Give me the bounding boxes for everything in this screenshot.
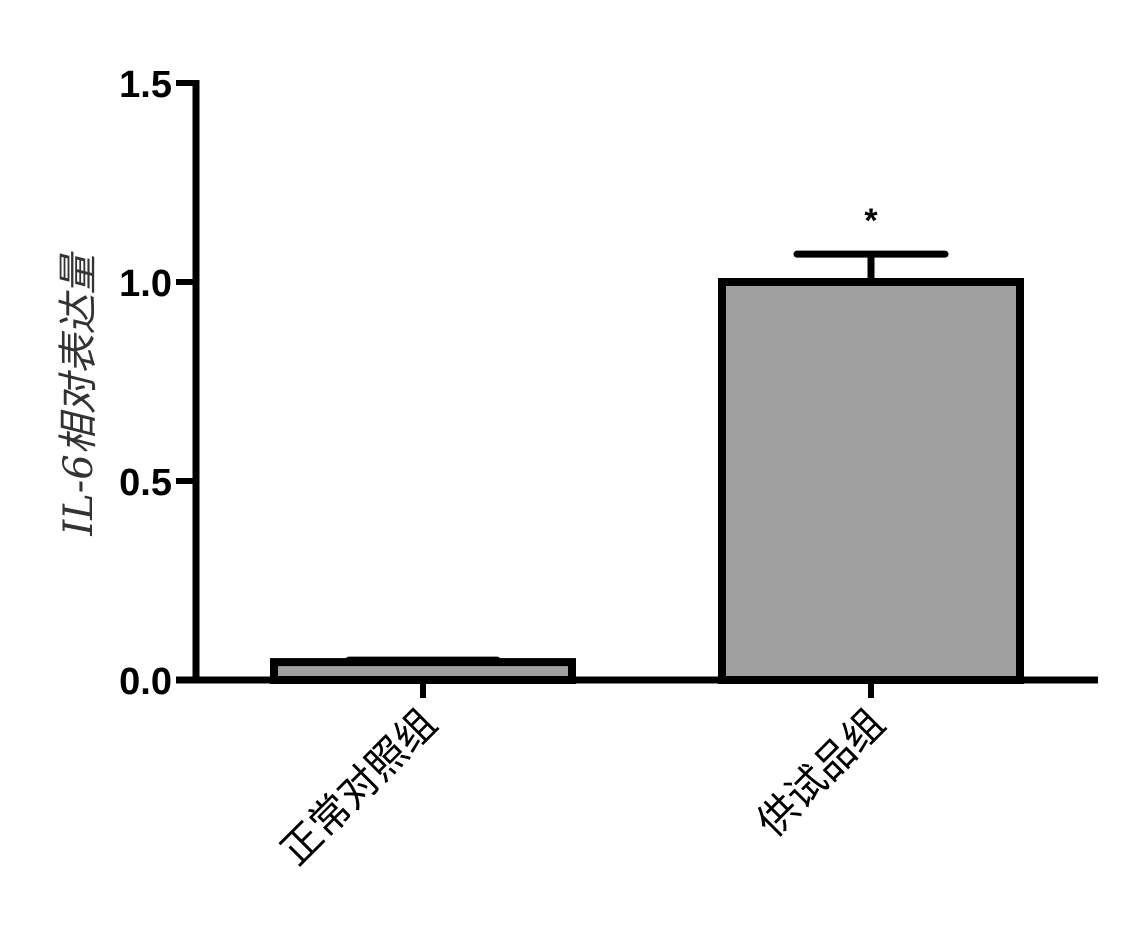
x-category-label: 正常对照组 [272, 701, 446, 875]
y-ticks: 0.0 0.5 1.0 1.5 [119, 64, 196, 703]
y-tick-label: 1.0 [119, 263, 172, 305]
y-tick-label: 0.5 [119, 462, 172, 504]
x-ticks: 正常对照组 供试品组 [272, 680, 894, 874]
y-tick-label: 1.5 [119, 64, 172, 106]
bars-layer: * [270, 202, 1024, 685]
y-axis-label: IL-6相对表达量 [56, 250, 102, 536]
significance-marker: * [864, 202, 878, 240]
x-category-label: 供试品组 [748, 701, 894, 847]
y-tick-label: 0.0 [119, 661, 172, 703]
axes-layer [176, 80, 1098, 684]
bar [718, 278, 1024, 684]
